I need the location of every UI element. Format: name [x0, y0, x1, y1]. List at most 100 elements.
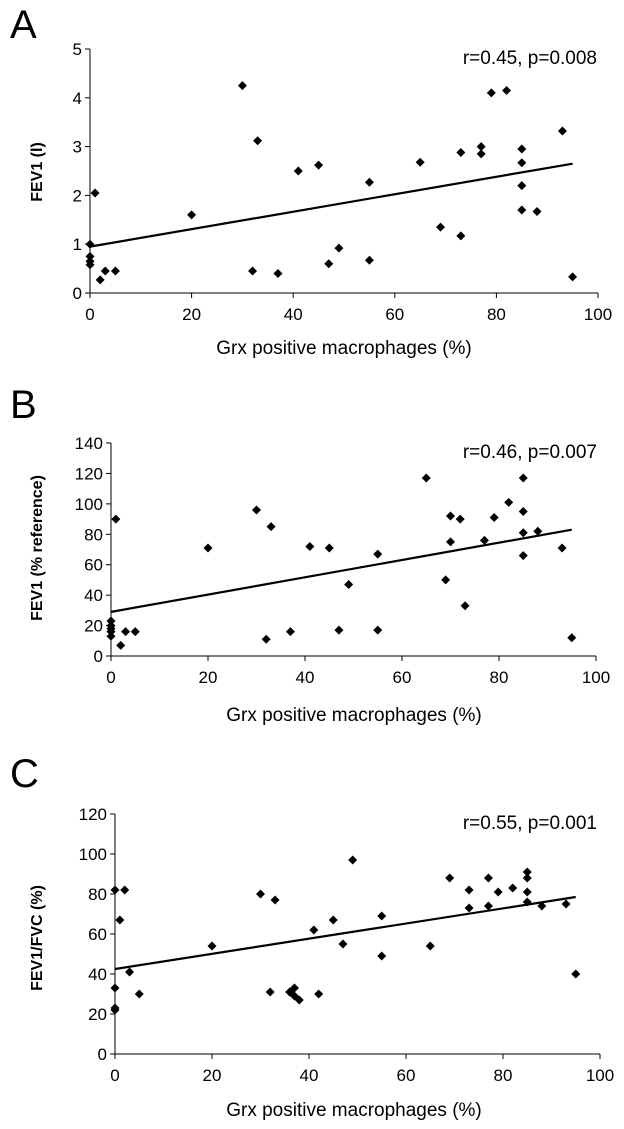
panel-a-letter: A — [10, 3, 37, 47]
panel-c-x-tick-label: 60 — [397, 1066, 416, 1085]
panel-a-data-point — [187, 210, 197, 220]
panel-b-data-point — [446, 537, 455, 547]
panel-a-data-point — [110, 266, 120, 276]
panel-b-data-point — [518, 528, 528, 538]
panel-b-x-tick-label: 80 — [490, 668, 509, 687]
panel-c-data-point — [294, 995, 304, 1005]
panel-b-x-tick-label: 0 — [106, 668, 115, 687]
panel-a-data-point — [95, 275, 105, 285]
panel-c-data-point — [464, 903, 474, 913]
panel-c-data-point — [256, 889, 265, 899]
panel-a-y-tick-label: 5 — [73, 40, 82, 59]
panel-b-data-point — [111, 514, 121, 524]
panel-a-data-point — [273, 268, 283, 278]
panel-c-data-point — [134, 989, 144, 999]
panel-b-data-point — [203, 543, 213, 553]
panel-a-data-point — [314, 160, 324, 170]
panel-b-data-point — [106, 616, 116, 626]
panel-b-y-tick-label: 60 — [84, 556, 103, 575]
panel-b-data-point — [460, 601, 470, 611]
panel-c-data-point — [338, 939, 348, 949]
panel-a-y-tick-label: 4 — [73, 89, 82, 108]
panel-b-data-point — [518, 551, 528, 561]
panel-c-data-point — [110, 1005, 120, 1015]
panel-c-y-tick-label: 40 — [88, 965, 107, 984]
panel-b-x-tick-label: 40 — [296, 668, 315, 687]
panel-c-data-point — [522, 873, 532, 883]
panel-c-annotation: r=0.55, p=0.001 — [463, 813, 597, 834]
panel-b-x-tick-label: 60 — [393, 668, 412, 687]
panel-a-data-point — [364, 177, 374, 187]
panel-c-data-point — [270, 895, 280, 905]
panel-a-data-point — [248, 266, 258, 276]
panel-b-data-point — [305, 541, 315, 551]
panel-c-data-point — [561, 899, 571, 909]
panel-c-data-point — [571, 969, 581, 979]
panel-a-y-tick-label: 3 — [73, 138, 82, 157]
panel-b-data-point — [533, 526, 543, 536]
panel-b-y-tick-label: 120 — [75, 464, 103, 483]
panel-c-y-tick-label: 0 — [98, 1045, 107, 1064]
panel-a-y-axis-title: FEV1 (l) — [29, 142, 46, 202]
panel-a-data-point — [293, 166, 303, 176]
panel-a-data-point — [253, 136, 263, 146]
panel-b-data-point — [121, 627, 131, 637]
panel-c-data-point — [483, 901, 493, 911]
panel-a-data-point — [517, 144, 527, 154]
panel-c-y-tick-label: 60 — [88, 925, 107, 944]
panel-b-x-axis-title: Grx positive macrophages (%) — [226, 705, 482, 726]
panel-a-data-point — [517, 158, 527, 168]
panel-a-x-tick-label: 100 — [584, 305, 612, 324]
panel-a-data-point — [568, 272, 578, 282]
panel-a-data-point — [557, 126, 567, 136]
panel-a-data-point — [476, 149, 486, 159]
panel-c: C r=0.55, p=0.001 FEV1/FVC (%) Grx posit… — [10, 752, 614, 1121]
panel-a-data-point — [364, 255, 374, 265]
panel-b-y-tick-label: 100 — [75, 495, 103, 514]
panel-a-data-point — [517, 205, 527, 215]
panel-a-data-point — [85, 260, 95, 270]
panel-c-data-point — [328, 915, 338, 925]
panel-c-trendline — [114, 895, 576, 971]
panel-a-data-point — [85, 239, 95, 249]
panel-b-data-point — [266, 522, 276, 532]
panel-c-data-point — [483, 873, 493, 883]
panel-a-y-tick-label: 2 — [73, 186, 82, 205]
panel-a-data-point — [100, 266, 110, 276]
panel-b-data-point — [261, 634, 271, 644]
panel-c-data-point — [110, 983, 120, 993]
panel-b-y-tick-label: 0 — [94, 647, 103, 666]
panel-c-x-tick-label: 80 — [494, 1066, 513, 1085]
panel-b-data-point — [116, 640, 126, 650]
panel-c-y-axis-title: FEV1/FVC (%) — [29, 885, 46, 991]
panel-b: B r=0.46, p=0.007 FEV1 (% reference) Grx… — [10, 383, 610, 726]
panel-c-x-tick-label: 40 — [300, 1066, 319, 1085]
panel-b-data-point — [455, 514, 465, 524]
panel-c-data-point — [464, 885, 474, 895]
panel-c-data-point — [522, 867, 532, 877]
panel-c-plot: 0 20 40 60 80 100 120 0 20 40 60 80 100 — [79, 805, 615, 1085]
panel-c-data-point — [110, 885, 120, 895]
panel-a-data-point — [334, 243, 344, 253]
panel-c-data-point — [508, 883, 518, 893]
panel-b-data-point — [489, 513, 499, 523]
panel-b-data-point — [252, 505, 261, 515]
panel-b-y-tick-label: 20 — [84, 617, 103, 636]
panel-a-y-tick-label: 1 — [73, 235, 82, 254]
panel-b-annotation: r=0.46, p=0.007 — [463, 442, 597, 463]
panel-a-data-point — [517, 181, 527, 191]
panel-c-y-tick-label: 120 — [79, 805, 107, 824]
panel-a-data-point — [532, 207, 542, 217]
panel-b-data-point — [373, 625, 383, 635]
panel-c-data-point — [207, 941, 217, 951]
panel-b-data-point — [285, 627, 295, 637]
panel-c-data-point — [265, 987, 275, 997]
panel-b-trendline — [110, 528, 572, 613]
panel-c-data-point — [120, 885, 130, 895]
panel-a-x-tick-label: 80 — [487, 305, 506, 324]
panel-a-trendline — [89, 162, 573, 248]
panel-b-data-point — [557, 543, 567, 553]
panel-c-data-point — [125, 967, 135, 977]
panel-a-data-point — [486, 88, 496, 98]
panel-a-data-point — [502, 85, 512, 95]
